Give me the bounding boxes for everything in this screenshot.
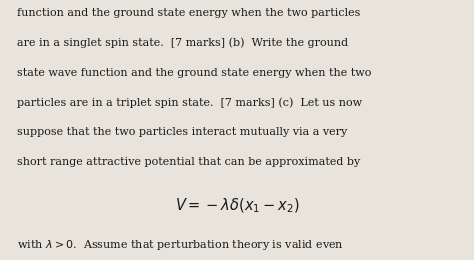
Text: particles are in a triplet spin state.  [7 marks] (c)  Let us now: particles are in a triplet spin state. [… (17, 98, 362, 108)
Text: function and the ground state energy when the two particles: function and the ground state energy whe… (17, 8, 360, 18)
Text: suppose that the two particles interact mutually via a very: suppose that the two particles interact … (17, 127, 347, 137)
Text: are in a singlet spin state.  [7 marks] (b)  Write the ground: are in a singlet spin state. [7 marks] (… (17, 38, 348, 48)
Text: state wave function and the ground state energy when the two: state wave function and the ground state… (17, 68, 371, 77)
Text: $V = -\lambda\delta(x_1 - x_2)$: $V = -\lambda\delta(x_1 - x_2)$ (174, 196, 300, 215)
Text: with $\lambda > 0$.  Assume that perturbation theory is valid even: with $\lambda > 0$. Assume that perturba… (17, 238, 343, 252)
Text: short range attractive potential that can be approximated by: short range attractive potential that ca… (17, 157, 360, 167)
